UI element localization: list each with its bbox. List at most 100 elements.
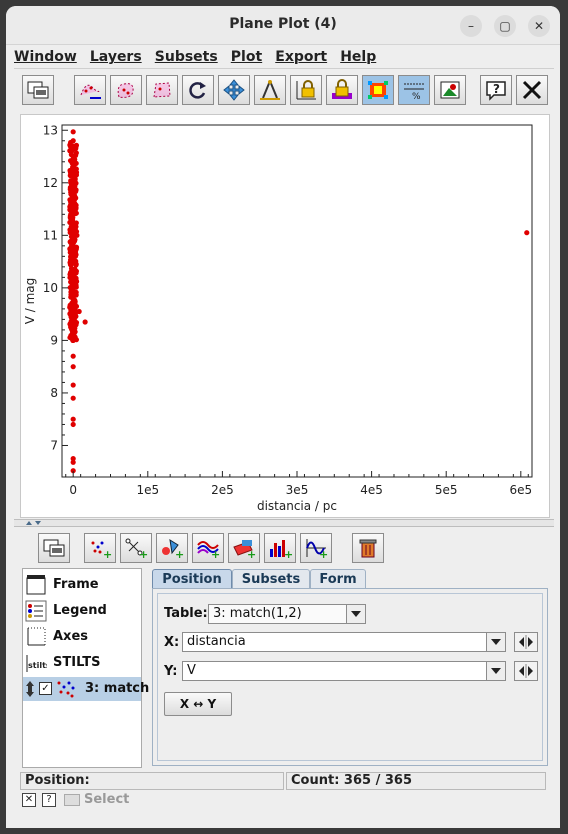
y-tick-label: 8 [50, 386, 58, 400]
x-tick-label: 0 [69, 483, 77, 497]
data-point [82, 319, 88, 325]
layer-frame-label: Frame [53, 577, 99, 592]
polygon-icon[interactable] [146, 75, 178, 105]
window-icon[interactable] [22, 75, 54, 105]
table-select[interactable]: 3: match(1,2) [208, 604, 366, 624]
x-step-buttons[interactable] [514, 632, 538, 652]
y-label: Y: [164, 664, 178, 679]
window-close-icon[interactable]: ✕ [528, 15, 550, 37]
menu-plot[interactable]: Plot [230, 49, 263, 65]
layer-match[interactable]: ✓ 3: match [23, 677, 149, 701]
close-icon[interactable] [516, 75, 548, 105]
tab-subsets[interactable]: Subsets [232, 569, 310, 589]
menu-export[interactable]: Export [275, 49, 328, 65]
compass-icon[interactable] [254, 75, 286, 105]
chevron-down-icon[interactable] [486, 633, 505, 651]
maximize-icon[interactable]: ▢ [494, 15, 516, 37]
scatter-plot[interactable]: 0 1e5 2e5 3e5 4e5 5e5 6e5 7 8 9 10 11 12 13 distancia… [21, 115, 549, 517]
svg-text:+: + [319, 548, 328, 559]
tab-form[interactable]: Form [310, 569, 366, 589]
help-icon[interactable]: ? [480, 75, 512, 105]
layer-legend-label: Legend [53, 603, 107, 618]
delete-icon[interactable] [352, 533, 384, 563]
layer-axes[interactable]: Axes [25, 625, 139, 649]
select-button[interactable]: Select [84, 792, 130, 807]
plot-panel[interactable]: 0 1e5 2e5 3e5 4e5 5e5 6e5 7 8 9 10 11 12 13 distancia… [20, 114, 550, 518]
data-point [68, 304, 74, 310]
layer-frame[interactable]: Frame [25, 573, 139, 597]
data-point [70, 327, 76, 333]
svg-text:+: + [211, 548, 220, 559]
svg-text:%: % [412, 92, 421, 101]
data-point [70, 395, 76, 401]
y-tick-label: 10 [43, 281, 58, 295]
svg-text:+: + [175, 548, 184, 559]
tab-position[interactable]: Position [152, 569, 232, 589]
chevron-down-icon[interactable] [486, 662, 505, 680]
title-bar: Plane Plot (4) – ▢ ✕ [6, 6, 560, 45]
data-point [67, 143, 73, 149]
add-lines-icon[interactable]: + [192, 533, 224, 563]
x-field[interactable]: distancia [182, 632, 506, 652]
data-point [70, 382, 76, 388]
x-tick-label: 2e5 [211, 483, 234, 497]
data-point [72, 318, 78, 324]
add-histogram-icon[interactable]: + [264, 533, 296, 563]
svg-text:stilts: stilts [28, 661, 47, 670]
data-point [69, 266, 76, 272]
lock-color-icon[interactable] [326, 75, 358, 105]
data-point [73, 188, 79, 194]
add-function-icon[interactable]: + [300, 533, 332, 563]
grid-icon[interactable]: % [398, 75, 430, 105]
y-step-buttons[interactable] [514, 661, 538, 681]
menu-window[interactable]: Window [14, 49, 77, 65]
add-area-icon[interactable]: + [228, 533, 260, 563]
window-icon[interactable] [38, 533, 70, 563]
data-point [74, 232, 80, 238]
layer-legend[interactable]: Legend [25, 599, 139, 623]
chevron-down-icon[interactable] [346, 605, 365, 623]
data-point [67, 284, 73, 291]
add-marker-icon[interactable]: + [156, 533, 188, 563]
scatter-layer-icon [57, 681, 75, 698]
menu-layers[interactable]: Layers [89, 49, 142, 65]
image-icon[interactable] [434, 75, 466, 105]
x-tick-label: 3e5 [286, 483, 309, 497]
x-field-value: distancia [187, 634, 246, 649]
heatmap-icon[interactable] [362, 75, 394, 105]
y-field[interactable]: V [182, 661, 506, 681]
swap-xy-button[interactable]: X ↔ Y [164, 692, 232, 716]
axes-icon [27, 627, 46, 646]
rotate-icon[interactable] [182, 75, 214, 105]
subset-draw-icon[interactable] [74, 75, 106, 105]
legend-icon [25, 600, 47, 622]
data-point [70, 138, 76, 144]
panel-splitter[interactable] [14, 519, 554, 527]
menu-help[interactable]: Help [340, 49, 377, 65]
data-point [70, 227, 76, 233]
main-toolbar: % ? [14, 68, 554, 109]
data-point [68, 279, 74, 285]
add-pairs-icon[interactable]: + [120, 533, 152, 563]
move-icon[interactable] [218, 75, 250, 105]
cancel-icon[interactable]: ✕ [22, 793, 36, 807]
lock-axes-icon[interactable] [290, 75, 322, 105]
blob-icon[interactable] [110, 75, 142, 105]
drag-handle-icon[interactable] [25, 680, 35, 698]
svg-text:+: + [139, 548, 148, 559]
svg-text:+: + [247, 548, 256, 559]
minimize-icon[interactable]: – [460, 15, 482, 37]
layer-match-checkbox[interactable]: ✓ [39, 682, 52, 695]
data-point [71, 161, 77, 167]
data-point [70, 153, 76, 160]
x-tick-label: 6e5 [509, 483, 532, 497]
layer-stilts[interactable]: stilts STILTS [25, 651, 139, 675]
table-label: Table: [164, 606, 208, 621]
help-icon[interactable]: ? [42, 793, 56, 807]
data-point [70, 129, 76, 135]
data-point [70, 258, 76, 265]
y-tick-label: 7 [50, 438, 58, 452]
menu-subsets[interactable]: Subsets [154, 49, 218, 65]
data-point [73, 282, 79, 288]
add-points-icon[interactable]: + [84, 533, 116, 563]
